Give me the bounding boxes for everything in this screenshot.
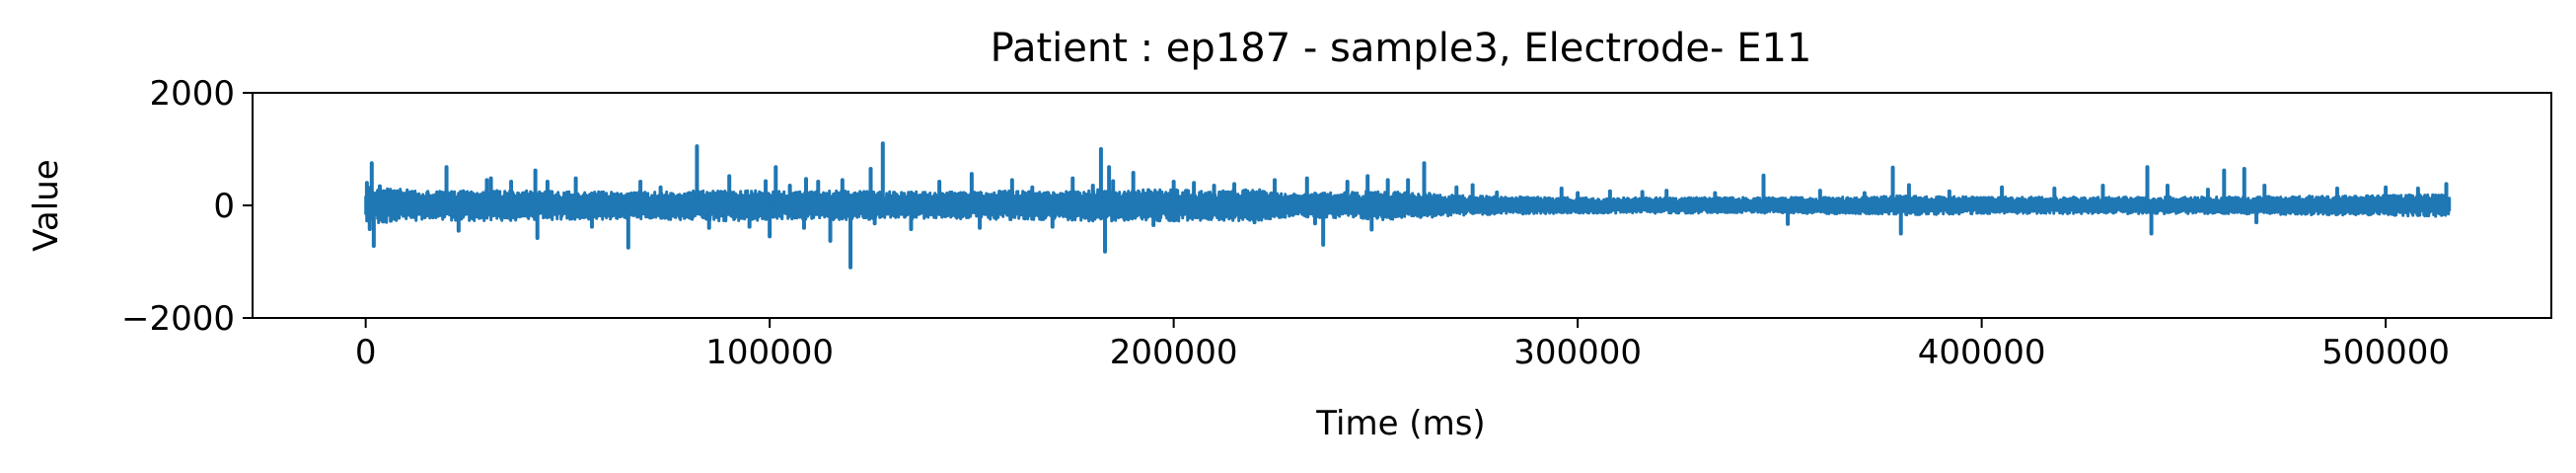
x-tick-label: 0 [355, 333, 377, 372]
plot-area [252, 92, 2552, 319]
x-tick-label: 200000 [1110, 333, 1238, 372]
x-tick-label: 300000 [1513, 333, 1642, 372]
x-tick-label: 100000 [705, 333, 834, 372]
series-layer [364, 141, 2452, 270]
y-axis-label: Value [27, 159, 66, 251]
y-tick-label: 2000 [149, 74, 235, 114]
x-tick-label: 400000 [1918, 333, 2046, 372]
chart-title: Patient : ep187 - sample3, Electrode- E1… [991, 26, 1812, 71]
x-tick-label: 500000 [2321, 333, 2450, 372]
y-tick-label: −2000 [121, 299, 235, 339]
x-axis: 0 100000 200000 300000 400000 500000 [355, 318, 2450, 372]
y-tick-label: 0 [213, 187, 235, 226]
y-axis: 2000 0 −2000 [121, 74, 253, 339]
x-axis-label: Time (ms) [1315, 404, 1485, 443]
